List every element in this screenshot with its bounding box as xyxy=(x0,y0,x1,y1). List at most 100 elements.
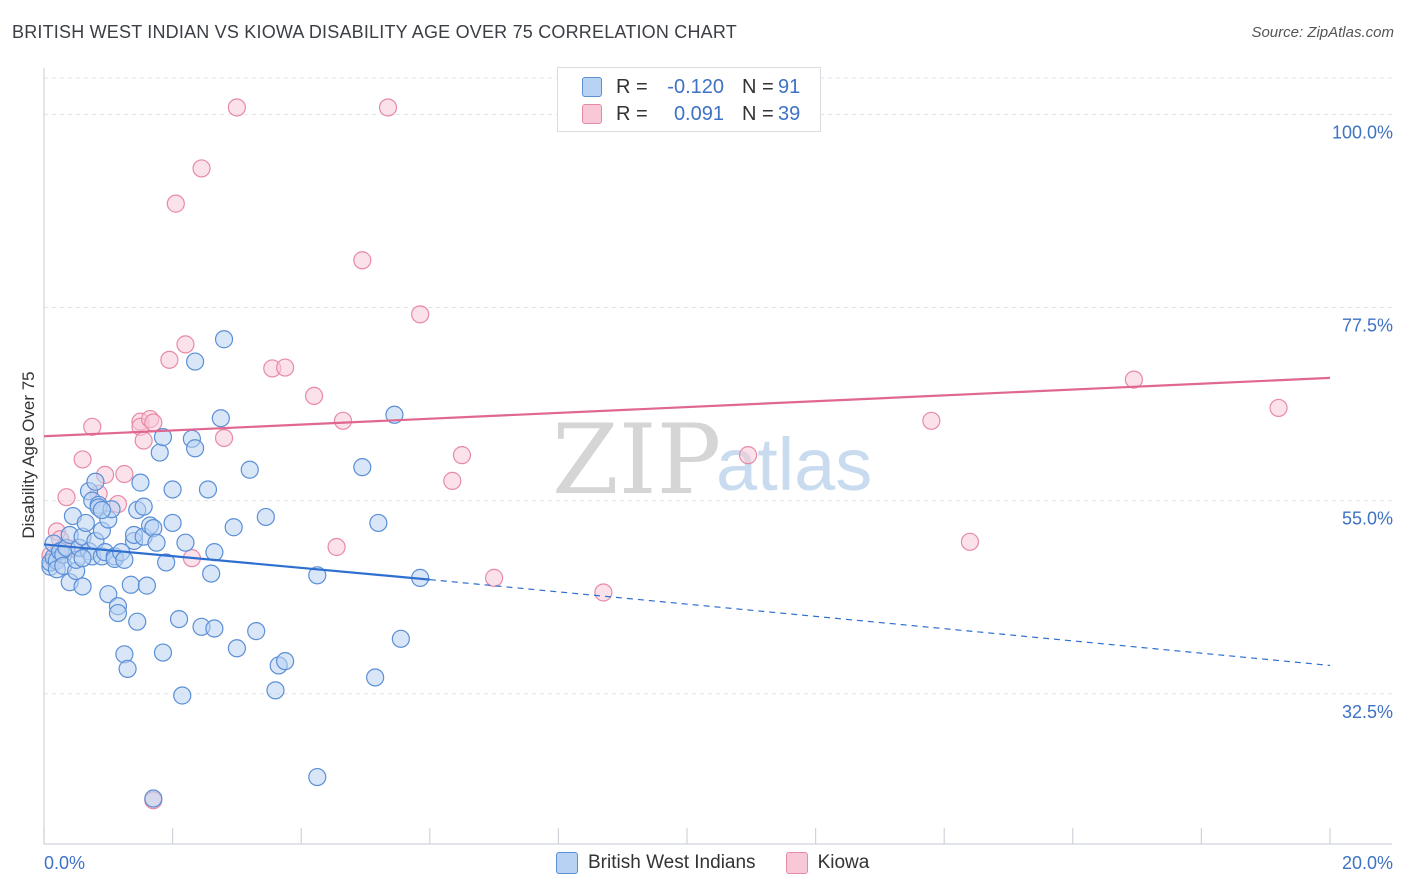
british-west-indians-point xyxy=(76,513,95,533)
kiowa-point xyxy=(378,98,398,117)
british-west-indians-point xyxy=(73,577,92,596)
legend-r-value: -0.120 xyxy=(667,75,724,98)
british-west-indians-point xyxy=(134,497,153,516)
british-west-indians-point xyxy=(369,513,388,533)
british-west-indians-point xyxy=(202,564,221,583)
kiowa-point xyxy=(485,568,504,587)
british-west-indians-point xyxy=(108,603,128,623)
british-west-indians-point xyxy=(353,458,372,477)
watermark-zip: ZIP xyxy=(552,404,721,516)
british-west-indians-point xyxy=(137,576,156,595)
series-legend: British West Indians Kiowa xyxy=(556,852,899,874)
kiowa-point xyxy=(1269,398,1288,418)
kiowa-point xyxy=(922,411,941,430)
british-west-indians-point xyxy=(153,428,173,447)
kiowa-point xyxy=(227,98,246,117)
british-west-indians-point xyxy=(176,533,195,552)
tick-labels: 32.5% 55.0% 77.5% 100.0% 0.0% 20.0% xyxy=(44,122,1393,873)
british-west-indians-point xyxy=(186,439,205,458)
watermark: ZIP atlas xyxy=(552,404,872,516)
y-axis-label: Disability Age Over 75 xyxy=(19,371,38,538)
legend-n-label: N = xyxy=(742,75,774,98)
british-west-indians-point xyxy=(147,533,166,552)
british-west-indians-point xyxy=(163,480,182,499)
source-label: Source: ZipAtlas.com xyxy=(1251,24,1394,41)
british-west-indians-point xyxy=(211,409,230,428)
kiowa-point xyxy=(83,417,102,436)
british-west-indians-point xyxy=(224,518,243,537)
kiowa-point xyxy=(115,464,134,484)
kiowa-point xyxy=(214,428,234,448)
kiowa-point xyxy=(304,386,324,406)
correlation-legend: R = -0.120 N = 91 R = 0.091 N = 39 xyxy=(557,67,821,132)
x-tick-label: 0.0% xyxy=(44,853,85,873)
kiowa-point xyxy=(333,411,353,430)
kiowa-point xyxy=(192,159,211,178)
british-west-indians-point xyxy=(128,612,147,631)
kiowa-point xyxy=(57,488,76,507)
british-west-indians-points xyxy=(41,330,430,808)
kiowa-point xyxy=(594,583,613,602)
british-west-indians-point xyxy=(391,629,410,648)
legend-r-label: R = xyxy=(616,102,648,125)
british-west-indians-point xyxy=(256,507,275,527)
series-swatch-pink xyxy=(785,852,808,874)
x-tick-label: 20.0% xyxy=(1342,853,1393,873)
british-west-indians-point xyxy=(366,668,385,687)
british-west-indians-trendline xyxy=(43,543,430,581)
british-west-indians-point xyxy=(276,652,295,671)
british-west-indians-point xyxy=(144,789,163,808)
legend-row-blue: R = -0.120 N = 91 xyxy=(582,74,800,100)
british-west-indians-point xyxy=(227,639,246,658)
british-west-indians-point xyxy=(92,500,111,520)
british-west-indians-point xyxy=(118,659,137,678)
kiowa-point xyxy=(738,446,758,465)
kiowa-point xyxy=(144,413,163,432)
trend-lines xyxy=(43,376,1331,667)
series-legend-item-kiowa: Kiowa xyxy=(785,852,870,874)
kiowa-point xyxy=(443,471,462,490)
series-legend-label: British West Indians xyxy=(588,852,756,873)
british-west-indians-point xyxy=(131,473,150,492)
legend-r-label: R = xyxy=(616,75,648,98)
kiowa-point xyxy=(1124,370,1143,389)
y-tick-label: 100.0% xyxy=(1332,122,1393,142)
british-west-indians-point xyxy=(73,549,92,568)
british-west-indians-point xyxy=(99,585,118,604)
british-west-indians-point xyxy=(86,472,105,491)
british-west-indians-point xyxy=(247,622,266,641)
british-west-indians-point xyxy=(115,550,134,569)
british-west-indians-point xyxy=(214,330,234,349)
british-west-indians-point xyxy=(266,681,285,700)
legend-swatch-pink xyxy=(582,104,602,124)
y-tick-label: 32.5% xyxy=(1342,702,1393,722)
legend-n-label: N = xyxy=(742,102,774,125)
series-legend-label: Kiowa xyxy=(817,852,870,873)
kiowa-trendline xyxy=(43,376,1331,438)
y-tick-label: 55.0% xyxy=(1342,509,1393,529)
kiowa-point xyxy=(452,446,472,465)
y-tick-label: 77.5% xyxy=(1342,315,1393,335)
series-legend-item-british-west-indians: British West Indians xyxy=(556,852,756,874)
british-west-indians-point xyxy=(308,767,327,787)
british-west-indians-point xyxy=(153,643,173,662)
british-west-indians-point xyxy=(169,609,189,629)
watermark-atlas: atlas xyxy=(716,423,872,506)
british-west-indians-point xyxy=(163,513,182,533)
chart-title: BRITISH WEST INDIAN VS KIOWA DISABILITY … xyxy=(12,22,737,42)
legend-row-pink: R = 0.091 N = 39 xyxy=(582,101,800,127)
kiowa-point xyxy=(160,350,179,369)
kiowa-point xyxy=(276,358,295,377)
kiowa-point xyxy=(327,537,346,557)
series-swatch-blue xyxy=(556,852,578,874)
british-west-indians-point xyxy=(205,543,224,562)
grid-layer xyxy=(44,77,1392,695)
british-west-indians-point xyxy=(186,352,205,371)
british-west-indians-point xyxy=(198,480,218,499)
kiowa-point xyxy=(134,431,153,450)
kiowa-point xyxy=(960,532,980,551)
british-west-indians-point xyxy=(173,686,192,705)
kiowa-point xyxy=(411,305,430,324)
axis-layer xyxy=(43,68,1392,845)
